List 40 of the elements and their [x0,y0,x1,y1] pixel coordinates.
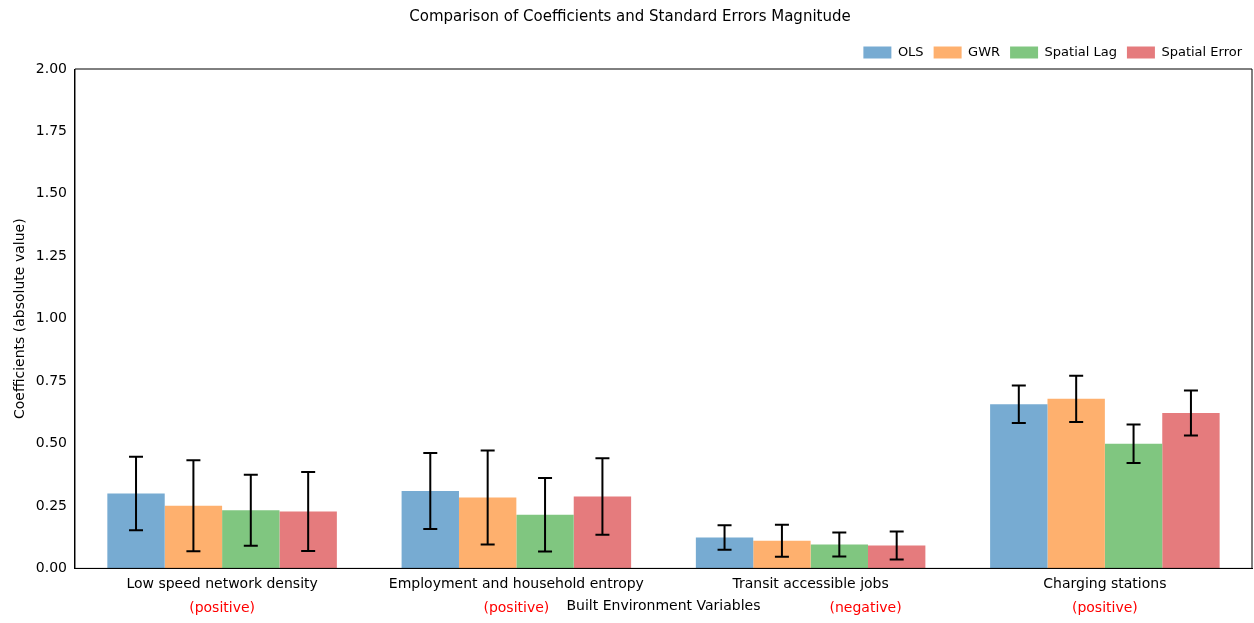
legend-label: GWR [968,43,1001,59]
bar [516,514,574,569]
chart-title: Comparison of Coefficients and Standard Errors Magnitude [409,6,851,25]
x-axis-title: Built Environment Variables [566,597,761,614]
y-tick-label: 1.00 [35,309,67,326]
y-tick-label: 2.00 [35,59,67,76]
bar [1162,413,1220,569]
bar [222,510,280,569]
bar [1047,398,1105,569]
y-tick-label: 0.25 [35,496,67,513]
legend-label: Spatial Lag [1044,43,1117,59]
bar [164,505,223,569]
bar [753,540,811,569]
bar [810,544,868,569]
text: (positive) [483,599,550,616]
bar [1104,443,1163,569]
bar [573,496,632,569]
y-tick-label: 0.75 [35,371,67,388]
y-tick-label: 1.25 [35,246,67,263]
y-tick-label: 1.75 [35,122,67,139]
legend-label: OLS [897,43,924,59]
legend-label: Spatial Error [1161,43,1243,59]
x-tick-label: Transit accessible jobs [731,575,889,592]
bar [458,497,517,569]
x-tick-label: Employment and household entropy [388,575,644,592]
bar [695,537,754,569]
bar [107,493,165,569]
bar [990,404,1048,569]
x-tick-label: Low speed network density [126,575,318,592]
text: (positive) [189,599,256,616]
y-tick-label: 0.00 [35,559,67,576]
y-tick-label: 0.50 [35,434,67,451]
y-axis-title: Coefficients (absolute value) [11,218,28,419]
bar [401,490,459,569]
bar [279,511,337,569]
text: (negative) [829,599,902,616]
y-tick-label: 1.50 [35,184,67,201]
bar [868,545,926,569]
x-tick-label: Charging stations [1043,575,1167,592]
text: (positive) [1071,599,1138,616]
